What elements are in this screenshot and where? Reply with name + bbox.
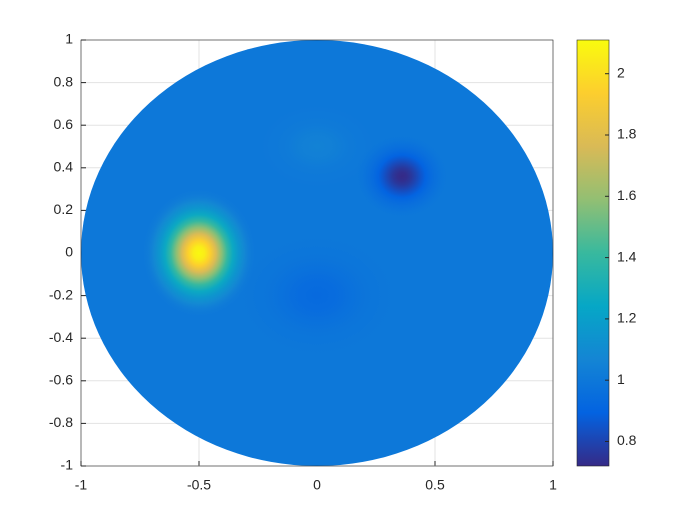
x-tick-label: 0.5 [425, 477, 445, 493]
y-tick-label: 0.2 [54, 201, 74, 217]
colorbar-tick-label: 1.8 [617, 126, 637, 142]
colorbar [576, 39, 610, 467]
feature [234, 231, 400, 360]
feature [258, 103, 376, 190]
y-tick-label: 0.8 [54, 73, 74, 89]
x-tick-label: 0 [313, 477, 321, 493]
feature [142, 189, 256, 317]
y-tick-label: 0.4 [54, 159, 74, 175]
colorbar-tick-label: 1.6 [617, 187, 637, 203]
feature [354, 133, 450, 219]
axes-box [80, 39, 554, 467]
colorbar-tick-label: 2 [617, 64, 625, 80]
colorbar-tick-label: 1 [617, 371, 625, 387]
colorbar-tick-label: 1.4 [617, 248, 637, 264]
x-tick-label: -1 [75, 477, 88, 493]
colorbar-tick-label: 1.2 [617, 310, 637, 326]
x-tick-label: 1 [549, 477, 557, 493]
y-tick-label: 1 [65, 31, 73, 47]
features [142, 103, 450, 360]
y-tick-label: -0.8 [49, 414, 73, 430]
y-tick-label: -0.2 [49, 286, 73, 302]
y-tick-label: 0 [65, 244, 73, 260]
y-tick-label: -0.4 [49, 329, 73, 345]
y-tick-label: -1 [61, 457, 74, 473]
x-tick-label: -0.5 [187, 477, 211, 493]
colorbar-tick-label: 0.8 [617, 432, 637, 448]
y-tick-label: -0.6 [49, 372, 73, 388]
y-tick-label: 0.6 [54, 116, 74, 132]
